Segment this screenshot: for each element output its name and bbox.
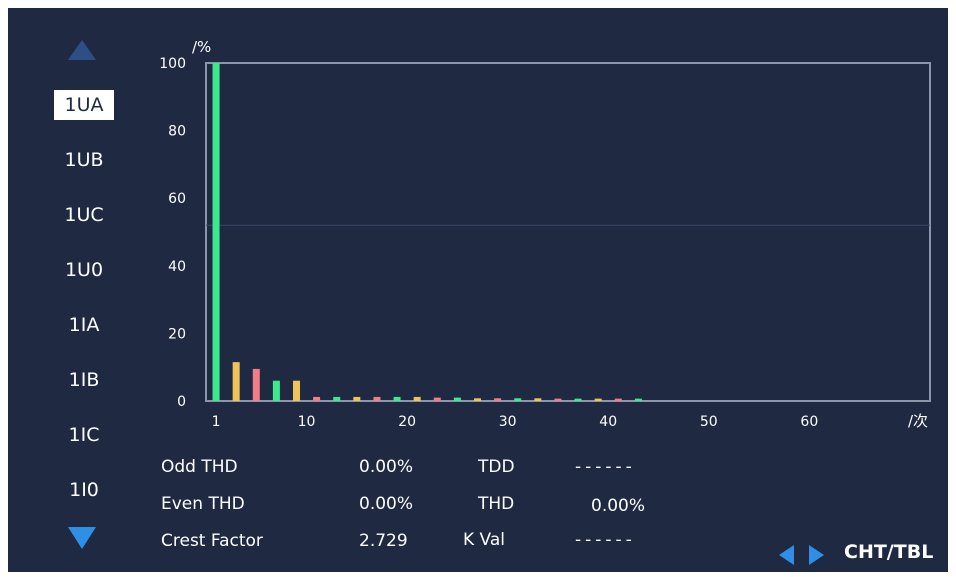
scroll-up-arrow-icon[interactable] <box>68 40 96 60</box>
harmonic-bar-chart: 0 20 40 60 80 100 1 10 20 30 40 50 60 /% /次 <box>159 38 931 430</box>
y-tick-label: 40 <box>168 259 186 275</box>
previous-arrow-icon[interactable] <box>779 545 794 565</box>
channel-1u0[interactable]: 1U0 <box>64 259 104 281</box>
x-tick-label: 40 <box>599 414 617 430</box>
x-tick-label: 20 <box>398 414 416 430</box>
channel-1ib[interactable]: 1IB <box>68 369 100 391</box>
x-tick-label: 1 <box>212 414 221 430</box>
harmonic-bar <box>514 398 522 401</box>
harmonic-bar <box>293 380 300 401</box>
harmonic-bar <box>474 398 481 401</box>
channel-1ic[interactable]: 1IC <box>68 424 100 446</box>
harmonic-bar <box>413 396 421 401</box>
harmonic-bar <box>232 362 240 401</box>
channel-1ia[interactable]: 1IA <box>68 314 100 336</box>
channel-1i0[interactable]: 1I0 <box>69 479 99 501</box>
even-thd-value: 0.00% <box>359 494 414 514</box>
harmonic-bar <box>534 398 542 401</box>
harmonic-bar <box>212 63 220 401</box>
k-val-label: K Val <box>463 530 506 550</box>
harmonic-bar <box>272 380 280 401</box>
harmonic-bar <box>453 397 461 401</box>
y-tick-label: 80 <box>168 124 186 140</box>
y-tick-label: 20 <box>168 326 186 342</box>
scroll-down-arrow-icon[interactable] <box>68 527 96 549</box>
plot-frame <box>205 62 931 402</box>
y-axis-label: /% <box>192 38 211 56</box>
crest-factor-value: 2.729 <box>359 531 408 551</box>
harmonic-bar <box>393 396 401 401</box>
harmonic-bar <box>313 396 321 401</box>
tdd-label: TDD <box>478 457 515 477</box>
harmonic-bar <box>594 398 602 401</box>
cht-tbl-toggle-button[interactable]: CHT/TBL <box>844 541 934 563</box>
odd-thd-label: Odd THD <box>161 457 238 477</box>
harmonic-bar <box>353 396 361 401</box>
harmonic-bar <box>333 396 341 401</box>
y-tick-label: 100 <box>159 56 186 72</box>
even-thd-label: Even THD <box>161 494 245 514</box>
y-tick-label: 60 <box>168 191 186 207</box>
y-tick-label: 0 <box>177 394 186 410</box>
channel-1ua[interactable]: 1UA <box>54 90 114 120</box>
harmonic-screen: 1UA 1UB 1UC 1U0 1IA 1IB 1IC 1I0 0 20 40 60 8… <box>8 8 948 572</box>
tdd-value: ------ <box>575 457 636 477</box>
harmonic-bar <box>634 398 642 401</box>
harmonic-bar <box>433 397 441 401</box>
x-tick-label: 50 <box>700 414 718 430</box>
harmonic-bar <box>574 398 582 401</box>
crest-factor-label: Crest Factor <box>161 531 263 551</box>
x-tick-label: 10 <box>298 414 316 430</box>
thd-label: THD <box>478 494 515 514</box>
channel-1uc[interactable]: 1UC <box>64 204 104 226</box>
x-axis-label: /次 <box>908 412 928 430</box>
harmonic-bar <box>494 398 502 401</box>
thd-value: 0.00% <box>591 496 646 516</box>
next-arrow-icon[interactable] <box>809 545 824 565</box>
x-tick-label: 60 <box>800 414 818 430</box>
harmonic-bar <box>614 398 622 401</box>
harmonic-bar <box>554 398 562 401</box>
x-tick-label: 30 <box>499 414 517 430</box>
k-val-value: ------ <box>575 530 636 550</box>
harmonic-bar <box>252 368 260 401</box>
channel-1ub[interactable]: 1UB <box>64 149 104 171</box>
odd-thd-value: 0.00% <box>359 457 414 477</box>
harmonic-bar <box>373 396 381 401</box>
